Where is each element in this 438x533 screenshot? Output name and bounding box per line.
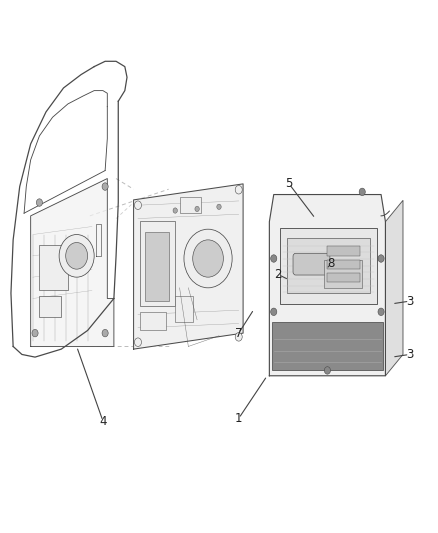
Circle shape: [32, 329, 38, 337]
Circle shape: [184, 229, 232, 288]
Text: 3: 3: [406, 295, 413, 308]
Circle shape: [102, 183, 108, 190]
Circle shape: [235, 333, 242, 341]
Bar: [324, 261, 362, 288]
Circle shape: [59, 235, 94, 277]
Bar: [145, 232, 169, 301]
Circle shape: [324, 367, 330, 374]
Circle shape: [134, 338, 141, 346]
Circle shape: [66, 243, 88, 269]
Circle shape: [271, 308, 277, 316]
Bar: [140, 312, 166, 330]
Circle shape: [173, 208, 177, 213]
Bar: [180, 197, 201, 213]
Text: 2: 2: [274, 268, 282, 281]
Circle shape: [36, 199, 42, 206]
Bar: [39, 296, 61, 317]
Text: 4: 4: [99, 415, 107, 427]
Polygon shape: [385, 200, 403, 376]
Circle shape: [217, 204, 221, 209]
Bar: [175, 296, 193, 322]
Circle shape: [378, 255, 384, 262]
Polygon shape: [31, 179, 114, 346]
Bar: [272, 322, 383, 370]
Text: 5: 5: [286, 177, 293, 190]
Bar: [326, 246, 360, 256]
Bar: [326, 273, 360, 282]
Polygon shape: [134, 184, 243, 349]
Polygon shape: [269, 195, 385, 376]
Text: 1: 1: [235, 412, 243, 425]
Bar: [326, 260, 360, 269]
Circle shape: [359, 188, 365, 196]
Text: 3: 3: [406, 348, 413, 361]
Circle shape: [378, 308, 384, 316]
Bar: [280, 228, 377, 304]
Bar: [140, 221, 175, 306]
FancyBboxPatch shape: [293, 253, 330, 275]
Circle shape: [102, 329, 108, 337]
Circle shape: [235, 185, 242, 194]
Text: 8: 8: [327, 257, 334, 270]
Bar: [39, 245, 68, 290]
Circle shape: [271, 255, 277, 262]
Text: 7: 7: [235, 327, 243, 340]
Circle shape: [193, 240, 223, 277]
Circle shape: [134, 201, 141, 209]
Circle shape: [195, 206, 199, 212]
Bar: [287, 238, 370, 293]
